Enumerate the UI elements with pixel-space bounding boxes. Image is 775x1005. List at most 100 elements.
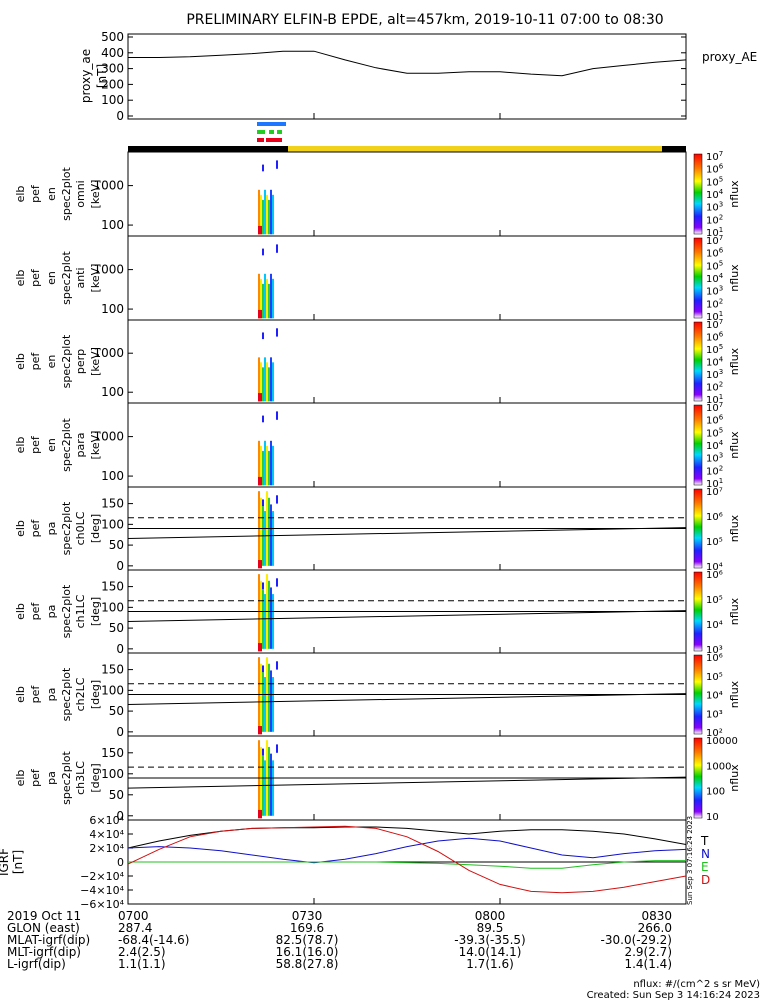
- igrf-ytick-label: −2×10⁴: [80, 870, 124, 883]
- spectrogram-ylabel-line: spec2plot: [60, 501, 73, 555]
- spectrogram-ylabel-line: pef: [29, 184, 42, 203]
- ephemeris-row-label: 2019 Oct 11: [7, 909, 81, 923]
- spectrogram-panel: 0 50 100 150 elb pef pa spec2plot ch0LC [deg] 10⁴ 1…: [14, 486, 741, 573]
- ephemeris-value: -68.4(-14.6): [118, 933, 189, 947]
- colorbar: [693, 321, 703, 402]
- colorbar-tick-exponent: 6: [719, 331, 724, 339]
- spectrogram-ylabel-line: elb: [14, 353, 27, 370]
- colorbar-tick-label: 10³: [706, 645, 723, 656]
- flux-pixel-column: [270, 440, 272, 486]
- igrf-ylabel-unit: [nT]: [11, 850, 25, 874]
- spectrogram-ylabel-line: [deg]: [89, 763, 102, 792]
- flux-pixel-high: [258, 560, 262, 569]
- ephemeris-value: -39.3(-35.5): [454, 933, 525, 947]
- spectrogram-ylabel-line: spec2plot: [60, 334, 73, 388]
- flux-pixel-sparse: [262, 164, 264, 172]
- colorbar-tick-exponent: 3: [719, 201, 723, 209]
- flux-pixel-column: [270, 670, 272, 732]
- igrf-ytick-label: 6×10⁴: [89, 814, 124, 827]
- flux-pixel-sparse: [276, 244, 278, 253]
- spectrogram-ytick-label: 100: [101, 385, 124, 399]
- flux-pixel-column: [268, 283, 270, 319]
- colorbar-tick-exponent: 7: [719, 401, 723, 409]
- proxy-ae-ytick-label: 300: [101, 62, 124, 76]
- colorbar-tick-label: 107: [706, 234, 723, 247]
- spectrogram-ylabel-line: ch1LC: [74, 594, 87, 628]
- proxy-ae-ytick-label: 200: [101, 77, 124, 91]
- flux-pixel-column: [266, 194, 268, 235]
- flux-pixel-column: [272, 445, 274, 486]
- status-bar-yellow: [288, 146, 662, 152]
- loss-cone-line: [127, 527, 687, 539]
- flux-pixel-column: [262, 199, 264, 235]
- colorbar-tick-label: 10⁴: [706, 562, 723, 573]
- colorbar-tick-label: 103: [706, 201, 723, 214]
- colorbar-tick-label: 10⁵: [706, 672, 723, 683]
- proxy-ae-ytick-label: 100: [101, 93, 124, 107]
- spectrogram-ylabel-line: [deg]: [89, 680, 102, 709]
- spectrogram-ytick-label: 100: [101, 600, 124, 614]
- spectrogram-ytick-label: 1000: [93, 179, 124, 193]
- spectrogram-ytick-label: 150: [101, 746, 124, 760]
- colorbar-tick-label: 10⁶: [706, 512, 723, 523]
- colorbar-tick-label: 107: [706, 318, 723, 331]
- marker-green-3: [277, 130, 282, 134]
- igrf-ytick-label: 0: [117, 856, 124, 869]
- flux-pixel-column: [270, 504, 272, 566]
- spectrogram-ylabel-line: spec2plot: [60, 584, 73, 638]
- units-note: nflux: #/(cm^2 s sr MeV): [633, 979, 760, 990]
- spectrogram-ylabel-line: pef: [29, 435, 42, 454]
- flux-pixel-column: [264, 677, 266, 732]
- colorbar-tick-label: 105: [706, 175, 723, 188]
- flux-pixel-column: [272, 362, 274, 402]
- colorbar-tick-label: 10⁶: [706, 653, 723, 664]
- ephemeris-value: 14.0(14.1): [459, 945, 522, 959]
- flux-pixel-column: [264, 440, 266, 486]
- colorbar-tick-exponent: 1: [719, 226, 723, 234]
- colorbar-tick-label: 102: [706, 297, 723, 310]
- flux-pixel-column: [270, 357, 272, 402]
- marker-green-2: [269, 130, 274, 134]
- flux-pixel-column: [270, 753, 272, 816]
- colorbar-tick-label: 104: [706, 439, 724, 452]
- colorbar-tick-label: 106: [706, 414, 724, 427]
- spectrogram-ylabel-line: [keV]: [89, 264, 102, 293]
- colorbar-tick-exponent: 6: [719, 414, 724, 422]
- flux-pixel-column: [268, 497, 270, 566]
- proxy-ae-series-line: [128, 50, 687, 77]
- ephemeris-row-label: MLAT-igrf(dip): [7, 933, 90, 947]
- flux-pixel-sparse: [262, 748, 264, 756]
- ephemeris-row-label: L-igrf(dip): [7, 957, 66, 971]
- spectrogram-ylabel-line: spec2plot: [60, 251, 73, 305]
- flux-pixel-column: [258, 189, 260, 235]
- flux-pixel-column: [264, 511, 266, 566]
- flux-pixel-column: [268, 746, 270, 816]
- colorbar-tick-label: 104: [706, 188, 724, 201]
- flux-pixel-sparse: [262, 248, 264, 256]
- spectrogram-ytick-label: 100: [101, 302, 124, 316]
- flux-pixel-column: [272, 594, 274, 649]
- flux-pixel-high: [258, 726, 262, 735]
- flux-pixel-high: [258, 393, 262, 402]
- spectrogram-ylabel-line: en: [45, 187, 58, 201]
- spectrogram-ytick-label: 50: [109, 704, 124, 718]
- flux-pixel-column: [266, 278, 268, 319]
- igrf-series-T: [127, 826, 687, 849]
- flux-pixel-column: [262, 504, 264, 566]
- colorbar-tick-exponent: 7: [719, 150, 723, 158]
- proxy-ae-ytick-label: 400: [101, 46, 124, 60]
- ephemeris-value: 0700: [118, 909, 149, 923]
- spectrogram-ylabel-line: spec2plot: [60, 418, 73, 472]
- colorbar-tick-label: 106: [706, 247, 724, 260]
- loss-cone-line: [127, 610, 687, 622]
- colorbar-tick-label: 10: [706, 812, 719, 823]
- ephemeris-table: 2019 Oct 11 0700 0730 0800 0830 GLON (east) 28…: [7, 909, 672, 971]
- colorbar-label: nflux: [728, 431, 741, 459]
- status-bar-black-2: [662, 146, 686, 152]
- colorbar-tick-exponent: 3: [719, 285, 723, 293]
- flux-pixel-column: [260, 194, 262, 235]
